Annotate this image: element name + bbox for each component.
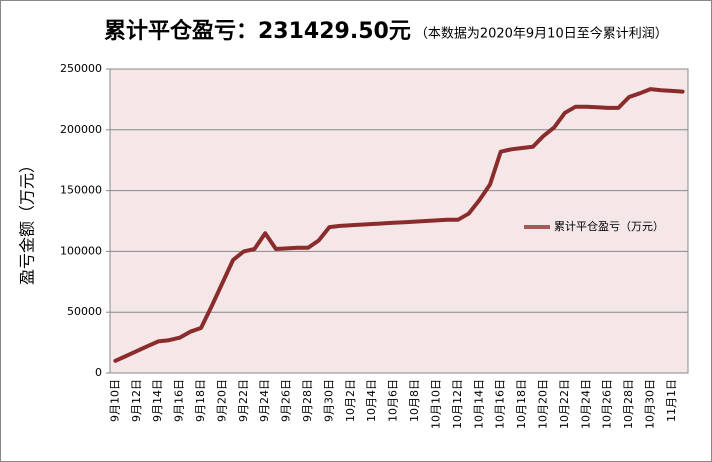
x-tick-label: 9月20日 — [215, 379, 228, 422]
x-tick-label: 10月2日 — [344, 379, 357, 422]
x-tick-label: 11月1日 — [665, 379, 678, 422]
x-tick-label: 10月22日 — [558, 379, 571, 429]
x-tick-label: 10月10日 — [429, 379, 442, 429]
y-tick-label: 250000 — [60, 62, 102, 75]
line-series — [113, 87, 685, 363]
x-tick-label: 9月26日 — [280, 379, 293, 422]
x-tick-label: 10月8日 — [408, 379, 421, 422]
y-tick-label: 150000 — [60, 184, 102, 197]
y-tick-label: 50000 — [67, 305, 102, 318]
chart-subtitle: （本数据为2020年9月10日至今累计利润） — [415, 26, 668, 42]
x-tick-label: 9月22日 — [237, 379, 250, 422]
x-tick-label: 9月24日 — [258, 379, 271, 422]
x-tick-label: 9月14日 — [151, 379, 164, 422]
x-tick-label: 10月20日 — [537, 379, 550, 429]
x-tick-label: 10月30日 — [644, 379, 657, 429]
x-tick-label: 9月12日 — [130, 379, 143, 422]
legend-label: 累计平仓盈亏（万元） — [554, 219, 664, 233]
y-axis-label: 盈亏金额（万元） — [18, 157, 37, 285]
x-tick-label: 10月6日 — [387, 379, 400, 422]
y-tick-label: 200000 — [60, 123, 102, 136]
x-tick-label: 10月12日 — [451, 379, 464, 429]
x-tick-label: 10月18日 — [515, 379, 528, 429]
x-tick-label: 10月16日 — [494, 379, 507, 429]
chart-title: 累计平仓盈亏：231429.50元 — [104, 18, 411, 44]
x-tick-label: 10月14日 — [472, 379, 485, 429]
x-tick-label: 10月24日 — [579, 379, 592, 429]
x-tick-label: 10月4日 — [365, 379, 378, 422]
x-tick-label: 9月16日 — [173, 379, 186, 422]
x-tick-label: 10月28日 — [622, 379, 635, 429]
x-tick-label: 9月28日 — [301, 379, 314, 422]
y-tick-label: 100000 — [60, 244, 102, 257]
x-tick-label: 10月26日 — [601, 379, 614, 429]
y-tick-label: 0 — [95, 366, 102, 379]
x-tick-label: 9月18日 — [194, 379, 207, 422]
x-tick-label: 9月30日 — [322, 379, 335, 422]
x-tick-label: 9月10日 — [108, 379, 121, 422]
